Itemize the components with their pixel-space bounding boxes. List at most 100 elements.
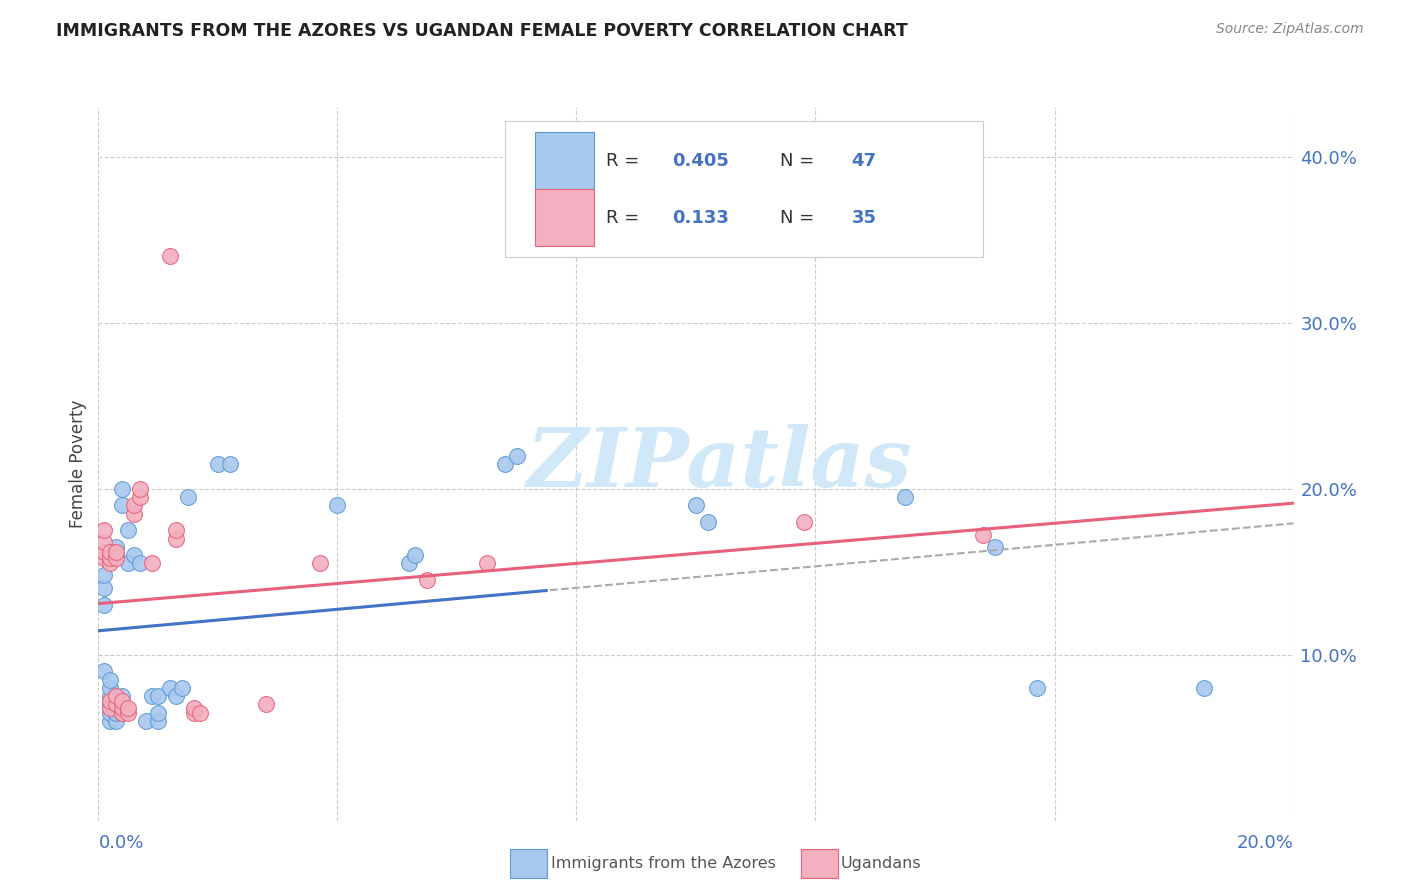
Point [111,689,134,703]
Point [93,598,115,612]
Point [219,457,242,471]
Point [93,551,115,566]
Point [685,499,707,513]
Point [148,714,170,728]
Point [105,698,128,712]
Point [506,449,529,463]
Point [129,557,152,571]
FancyBboxPatch shape [534,132,595,189]
Point [100,557,122,571]
Point [93,568,115,582]
Point [100,551,122,566]
Point [100,698,122,712]
FancyBboxPatch shape [505,121,983,257]
Point [404,548,426,562]
Point [148,706,170,720]
Point [111,706,134,720]
Point [308,557,330,571]
Point [111,706,134,720]
Point [105,714,128,728]
Point [984,540,1007,554]
Text: Immigrants from the Azores: Immigrants from the Azores [551,856,776,871]
Point [148,689,170,703]
Point [135,714,157,728]
Point [111,499,134,513]
Text: N =: N = [779,209,820,227]
Text: 20.0%: 20.0% [1237,834,1294,852]
Point [697,515,720,529]
Point [105,551,128,566]
Point [111,700,134,714]
Point [141,689,163,703]
Point [494,457,516,471]
Point [100,694,122,708]
Text: 47: 47 [852,152,876,169]
Point [93,582,115,596]
Point [159,249,181,263]
FancyBboxPatch shape [534,189,595,246]
Point [111,698,134,712]
Point [117,700,139,714]
Point [124,499,146,513]
Point [165,523,187,537]
Point [117,706,139,720]
Point [100,673,122,687]
Text: R =: R = [606,152,645,169]
Point [326,499,349,513]
Point [111,694,134,708]
Point [254,698,277,712]
Point [93,534,115,549]
Point [105,548,128,562]
Point [183,700,205,714]
Point [1025,681,1047,695]
Text: Ugandans: Ugandans [841,856,921,871]
Point [177,490,200,504]
Point [100,681,122,695]
Point [159,681,181,695]
Point [207,457,229,471]
Point [111,482,134,496]
Point [124,548,146,562]
Text: IMMIGRANTS FROM THE AZORES VS UGANDAN FEMALE POVERTY CORRELATION CHART: IMMIGRANTS FROM THE AZORES VS UGANDAN FE… [56,22,908,40]
Point [117,557,139,571]
Point [117,523,139,537]
Point [105,540,128,554]
Point [105,706,128,720]
Point [188,706,211,720]
Point [129,482,152,496]
Point [165,532,187,546]
Point [416,573,439,587]
Point [793,515,815,529]
Point [165,689,187,703]
Point [100,714,122,728]
Point [172,681,194,695]
Point [894,490,917,504]
Text: R =: R = [606,209,651,227]
Point [129,490,152,504]
Point [124,507,146,521]
Point [93,523,115,537]
Point [105,698,128,712]
Point [105,545,128,559]
Point [100,706,122,720]
Point [105,689,128,703]
Text: 0.133: 0.133 [672,209,728,227]
Text: ZIPatlas: ZIPatlas [527,424,912,504]
Point [93,545,115,559]
Point [100,689,122,703]
Point [141,557,163,571]
Point [1192,681,1215,695]
Point [972,528,994,542]
Point [93,665,115,679]
Point [183,706,205,720]
Text: 0.405: 0.405 [672,152,728,169]
Point [105,689,128,703]
Point [475,557,498,571]
Text: Source: ZipAtlas.com: Source: ZipAtlas.com [1216,22,1364,37]
Text: N =: N = [779,152,820,169]
Y-axis label: Female Poverty: Female Poverty [69,400,87,528]
Point [100,700,122,714]
Text: 35: 35 [852,209,876,227]
Text: 0.0%: 0.0% [98,834,143,852]
Point [100,545,122,559]
